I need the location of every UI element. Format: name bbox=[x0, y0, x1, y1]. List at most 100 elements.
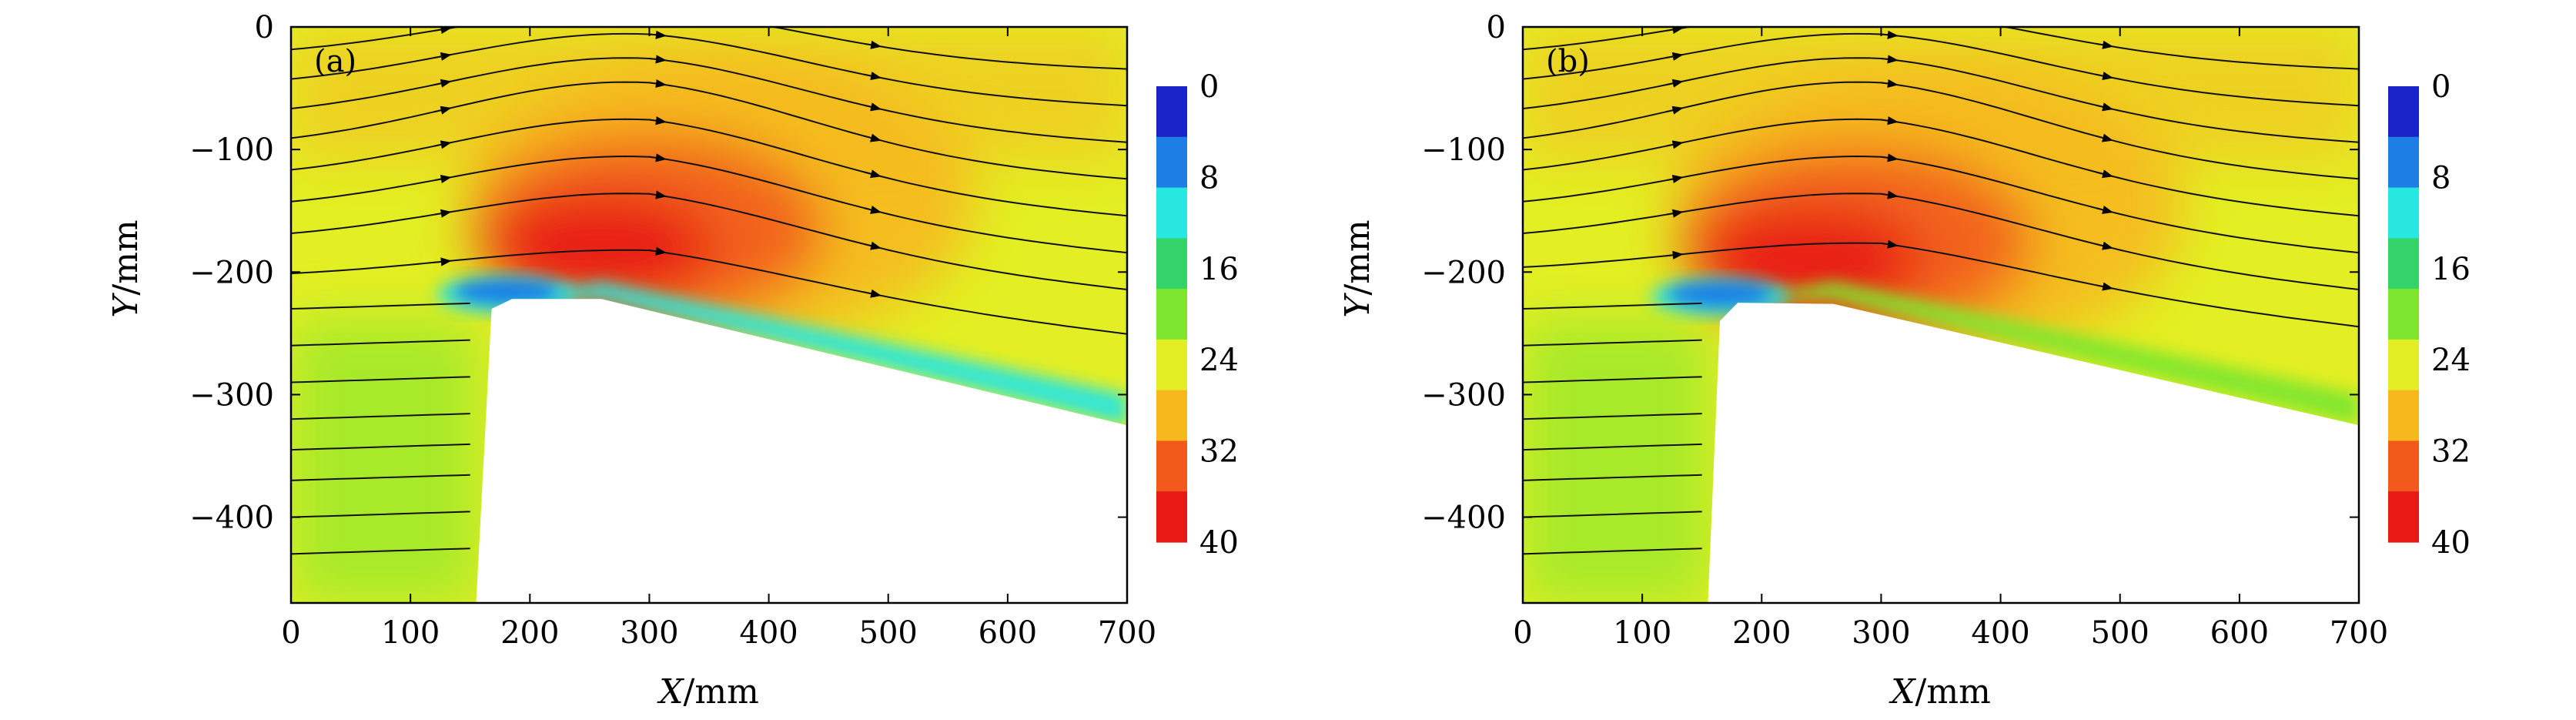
colorbar-tick-label: 24 bbox=[1199, 343, 1239, 378]
y-axis-title: Y/mm bbox=[1338, 219, 1377, 317]
colorbar-segment bbox=[2388, 86, 2419, 138]
x-tick-label: 0 bbox=[281, 615, 300, 651]
streamline bbox=[291, 474, 470, 481]
panel-label: (a) bbox=[314, 44, 356, 79]
streamline-arrow bbox=[864, 169, 882, 179]
streamline bbox=[291, 27, 1127, 70]
streamline-arrow bbox=[434, 209, 452, 218]
streamline-arrow bbox=[434, 27, 452, 35]
x-tick-label: 700 bbox=[1098, 615, 1156, 651]
streamline-arrow bbox=[649, 10, 661, 11]
streamline-arrow bbox=[649, 190, 667, 199]
panel-b: (b)0 100 200 300 400 500 600 7000−100−200−300−4… bbox=[1338, 10, 2471, 712]
temperature-field bbox=[1523, 10, 2359, 603]
streamline bbox=[291, 302, 470, 310]
y-tick-label: −300 bbox=[1421, 377, 1506, 413]
streamline-arrow bbox=[864, 102, 882, 112]
x-tick-label: 400 bbox=[739, 615, 798, 651]
streamline bbox=[1523, 376, 1702, 383]
x-axis-title: X/mm bbox=[1889, 672, 1991, 712]
streamline-arrow bbox=[433, 140, 452, 149]
streamline bbox=[1523, 511, 1702, 518]
colorbar-segment bbox=[1156, 289, 1187, 340]
x-tick-label: 200 bbox=[1732, 615, 1791, 651]
colorbar-segment bbox=[1156, 238, 1187, 290]
x-tick-label: 200 bbox=[500, 615, 559, 651]
x-axis-unit: /mm bbox=[684, 672, 759, 712]
streamline bbox=[291, 339, 470, 347]
streamline-arrow bbox=[433, 175, 452, 184]
streamline-arrow bbox=[649, 246, 667, 256]
colorbar-segment bbox=[1156, 491, 1187, 543]
plot-frame bbox=[289, 25, 1129, 604]
streamline-arrow bbox=[2096, 102, 2114, 112]
colorbar-segment bbox=[2388, 238, 2419, 290]
streamline-arrow bbox=[864, 133, 882, 142]
panel-a: (a)0 100 200 300 400 500 600 7000−100−200−300−4… bbox=[106, 10, 1239, 712]
streamline bbox=[1523, 155, 2359, 254]
streamline-arrow bbox=[649, 116, 667, 126]
streamline bbox=[1523, 57, 2359, 143]
x-tick-label: 600 bbox=[2210, 615, 2269, 651]
streamline-arrow bbox=[1666, 27, 1684, 35]
model-body-mask bbox=[476, 299, 1127, 603]
streamline bbox=[1523, 413, 1702, 420]
streamline-arrow bbox=[1881, 153, 1899, 162]
streamline-arrow bbox=[1666, 250, 1684, 260]
streamline-arrow bbox=[1881, 116, 1899, 126]
streamline-arrow bbox=[649, 79, 667, 89]
colorbar-segment bbox=[2388, 491, 2419, 543]
streamline-arrow bbox=[434, 257, 452, 266]
y-tick-label: −400 bbox=[1421, 501, 1506, 536]
colorbar-tick-label: 0 bbox=[2431, 69, 2451, 105]
streamline-arrow bbox=[1665, 79, 1684, 88]
streamline-arrow bbox=[649, 153, 667, 162]
panel-label: (b) bbox=[1546, 44, 1590, 79]
streamline-arrow bbox=[1665, 52, 1684, 61]
streamline-arrow bbox=[864, 241, 882, 250]
streamline bbox=[1523, 339, 1702, 347]
colorbar-tick-label: 40 bbox=[1199, 525, 1239, 561]
plot-frame bbox=[1521, 25, 2360, 604]
streamline bbox=[1523, 193, 2359, 290]
streamline-arrow bbox=[1665, 140, 1684, 149]
colorbar-segment bbox=[2388, 339, 2419, 391]
streamline bbox=[1523, 242, 2359, 328]
colorbar-tick-label: 24 bbox=[2431, 343, 2471, 378]
streamline bbox=[291, 249, 1127, 335]
streamline-arrow bbox=[2096, 133, 2113, 142]
x-tick-label: 600 bbox=[979, 615, 1037, 651]
streamline-arrow bbox=[1881, 79, 1899, 89]
streamline bbox=[291, 443, 470, 451]
model-body-mask bbox=[1708, 303, 2359, 603]
streamline-arrow bbox=[864, 289, 882, 298]
streamline bbox=[1523, 118, 2359, 217]
colorbar-segment bbox=[1156, 136, 1187, 189]
y-tick-label: −400 bbox=[189, 501, 274, 536]
colorbar-segment bbox=[1156, 86, 1187, 138]
streamline-arrow bbox=[1665, 105, 1684, 115]
colorbar-tick-label: 0 bbox=[1199, 69, 1219, 105]
streamline-arrow bbox=[2096, 241, 2113, 250]
x-tick-label: 400 bbox=[1971, 615, 2029, 651]
streamline-arrow bbox=[433, 79, 452, 88]
streamline bbox=[1523, 302, 1702, 310]
y-axis-var: Y bbox=[106, 293, 146, 318]
x-axis-unit: /mm bbox=[1915, 672, 1991, 712]
streamline bbox=[1523, 81, 2359, 180]
streamlines bbox=[291, 10, 1127, 555]
colorbar: 0 8 16 24 32 40 bbox=[1156, 69, 1239, 561]
streamline bbox=[1523, 27, 2359, 70]
colorbar-segment bbox=[1156, 339, 1187, 391]
streamline bbox=[1523, 443, 1702, 451]
x-tick-label: 100 bbox=[381, 615, 440, 651]
streamline-arrow bbox=[649, 55, 667, 64]
streamline-arrow bbox=[1881, 10, 1893, 11]
streamline-arrow bbox=[2096, 282, 2114, 291]
streamline bbox=[291, 57, 1127, 143]
streamline-arrow bbox=[1881, 55, 1899, 64]
x-tick-label: 300 bbox=[620, 615, 678, 651]
colorbar-segment bbox=[1156, 440, 1187, 492]
colorbar-tick-label: 16 bbox=[1199, 252, 1239, 287]
